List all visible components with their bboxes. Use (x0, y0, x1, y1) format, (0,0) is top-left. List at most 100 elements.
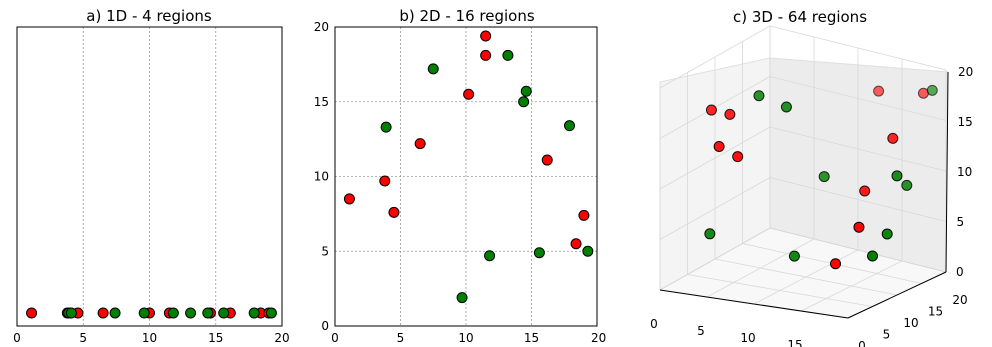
panel-c-back-gridline (769, 25, 947, 71)
panel-a-point-green (167, 307, 179, 319)
panel-b-point-red (578, 209, 590, 221)
panel-c-x-tick-label: 15 (787, 338, 802, 347)
panel-c-point-green (753, 90, 765, 102)
panel-b-point-red (480, 49, 492, 61)
panel-c-point-green (818, 171, 830, 183)
panel-b-y-tick-label: 15 (314, 95, 329, 109)
panel-c-point-green (926, 84, 938, 96)
panel-c-y-tick-label: 0 (858, 339, 866, 347)
panel-c-x-tick-label: 10 (740, 331, 755, 345)
panel-c-point-green (891, 170, 903, 182)
panel-b-gridlines (335, 27, 597, 326)
panel-b-y-tick-label: 5 (321, 244, 329, 258)
panel-c-point-red (713, 140, 725, 152)
panel-c-y-tick-label: 10 (903, 316, 918, 330)
panel-b-point-red (414, 138, 426, 150)
panel-b-x-tick-label: 10 (458, 331, 473, 345)
panel-c-x-axis (659, 289, 849, 319)
panel-c-point-green (788, 250, 800, 262)
panel-b-point-red (379, 175, 391, 187)
panel-a-frame (16, 26, 283, 327)
panel-c-points (704, 84, 938, 270)
panel-b-y-tick-label: 0 (321, 319, 329, 333)
panel-c-point-red (705, 104, 717, 116)
panel-c-z-tick-label: 20 (958, 65, 973, 79)
panel-c-point-green (881, 228, 893, 240)
panel-c-point-red (859, 185, 871, 197)
panel-a-x-ticks: 0 5 10 15 20 (13, 331, 289, 345)
panel-a-point-green (65, 307, 77, 319)
panel-b-x-tick-label: 20 (591, 331, 606, 345)
panel-b-point-red (570, 238, 582, 250)
panel-b-point-green (582, 245, 594, 257)
panel-c-back-gridline (769, 126, 947, 172)
panel-c-z-tick-label: 5 (957, 215, 965, 229)
panel-a-gridlines (82, 27, 217, 326)
panel-b-ticks: 0 5 10 15 20 0 5 10 15 20 (314, 20, 607, 345)
panel-b-point-green (427, 63, 439, 75)
panel-a-x-tick-label: 5 (79, 331, 87, 345)
panel-c-point-red (873, 85, 885, 97)
panel-a-title: a) 1D - 4 regions (86, 7, 212, 25)
panel-b-point-red (343, 193, 355, 205)
panel-a-point-green (109, 307, 121, 319)
panel-c-floor-gridline (800, 260, 903, 312)
panel-c-point-red (887, 132, 899, 144)
panel-c-point-green (780, 101, 792, 113)
panel-a-x-tick-label: 15 (208, 331, 223, 345)
panel-c-y-tick-label: 5 (883, 328, 891, 342)
panel-a-point-green (265, 307, 277, 319)
panel-a-point-red (97, 307, 109, 319)
panel-a-points (26, 307, 277, 319)
panel-a-point-green (185, 307, 197, 319)
panel-b-x-tick-label: 0 (331, 331, 339, 345)
panel-a-point-green (202, 307, 214, 319)
panel-c-x-tick-label: 20 (834, 345, 849, 347)
panel-c-x-tick-label: 0 (650, 317, 658, 331)
panel-b-x-tick-label: 5 (397, 331, 405, 345)
panel-c-back-gridline (769, 76, 947, 121)
panel-b-title: b) 2D - 16 regions (399, 7, 534, 25)
panel-c-left-gridline (659, 25, 771, 89)
panel-c-y-tick-label: 20 (952, 293, 967, 307)
panel-a: a) 1D - 4 regions 0 5 10 15 20 (13, 7, 289, 345)
panel-c-z-tick-label: 0 (956, 265, 964, 279)
panel-c-point-red (732, 151, 744, 163)
panel-a-x-tick-label: 0 (13, 331, 21, 345)
panel-c: c) 3D - 64 regions 0 5 10 15 20 0 5 10 15 20 0 5 10 1… (650, 8, 973, 347)
panel-c-z-axis (945, 71, 949, 273)
panel-c-ticks: 0 5 10 15 20 0 5 10 15 20 0 5 10 15 20 (650, 65, 973, 347)
panel-c-point-red (830, 258, 841, 270)
panel-b-point-green (456, 292, 468, 304)
panel-c-point-green (867, 250, 878, 262)
panel-c-x-tick-label: 5 (697, 324, 705, 338)
panel-b-points (343, 30, 594, 304)
panel-b-point-red (388, 206, 400, 218)
panel-c-z-tick-label: 15 (958, 115, 973, 129)
panel-b-point-green (520, 85, 532, 97)
panel-c-point-green (704, 228, 716, 240)
panel-b-frame (334, 26, 598, 327)
panel-c-point-red (724, 108, 736, 120)
panel-b-point-red (480, 30, 492, 42)
panel-b-point-green (502, 49, 514, 61)
panel-a-point-red (26, 307, 38, 319)
panel-c-y-axis (847, 271, 947, 319)
panel-b-y-tick-label: 10 (314, 170, 329, 184)
panel-a-point-green (138, 307, 150, 319)
panel-c-floor-gridline (714, 258, 898, 296)
panel-b-point-red (541, 154, 553, 166)
panel-b: b) 2D - 16 regions 0 5 10 15 20 0 5 10 15 20 (314, 7, 607, 345)
panel-b-point-green (484, 250, 496, 262)
panel-a-x-tick-label: 10 (142, 331, 157, 345)
panel-c-left-gridline (659, 126, 771, 190)
panel-b-y-tick-label: 20 (314, 20, 329, 34)
panel-b-x-tick-label: 15 (524, 331, 539, 345)
panel-a-point-green (248, 307, 260, 319)
panel-b-point-red (463, 88, 475, 100)
panel-b-point-green (380, 121, 392, 133)
panel-b-point-green (518, 96, 530, 108)
panel-c-title: c) 3D - 64 regions (733, 8, 867, 26)
panel-a-x-tick-label: 20 (274, 331, 289, 345)
